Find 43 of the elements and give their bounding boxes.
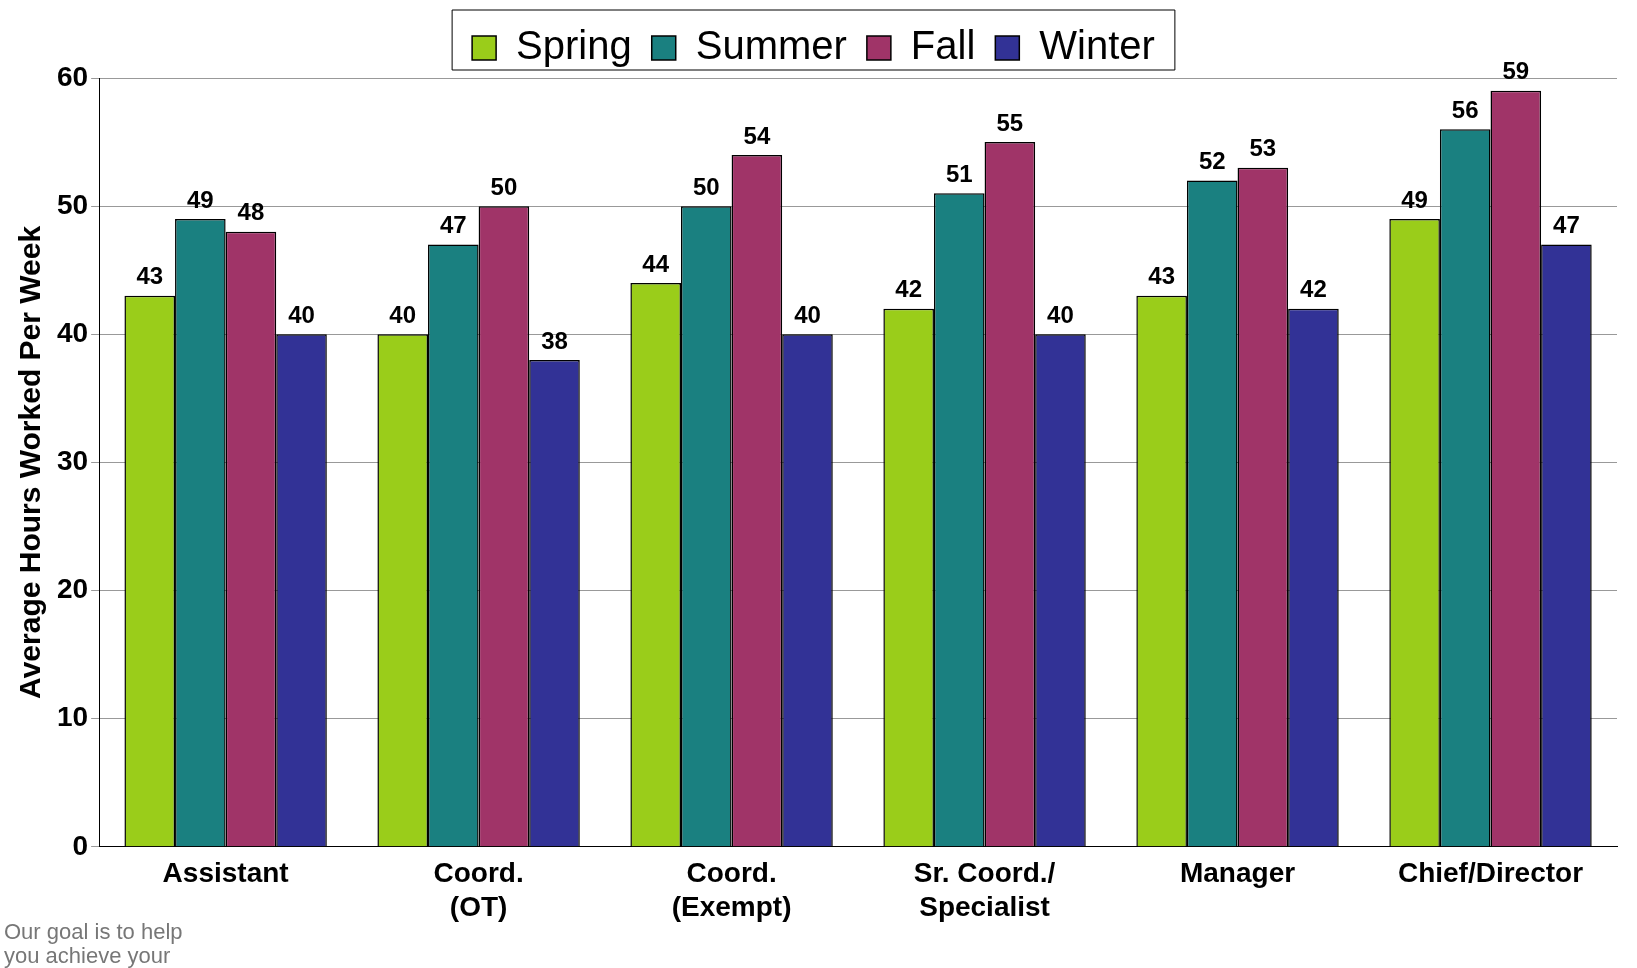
- y-tick-label: 20: [56, 573, 89, 605]
- data-label: 51: [945, 159, 973, 187]
- y-tick-label: 40: [56, 316, 89, 348]
- data-label: 52: [1198, 147, 1226, 175]
- y-axis-title: Average Hours Worked Per Week: [13, 225, 47, 699]
- text: Our goal is to help you achieve your: [4, 919, 184, 968]
- data-label: 40: [389, 300, 417, 328]
- x-tick-label: Coord. (Exempt): [671, 857, 792, 922]
- x-tick-label: Manager: [1179, 857, 1296, 889]
- data-label: 47: [439, 211, 467, 239]
- data-label: 42: [895, 275, 923, 303]
- legend-label: Fall: [910, 23, 976, 68]
- y-tick-label: 0: [72, 829, 89, 861]
- legend-label: Winter: [1039, 23, 1155, 68]
- data-label: 49: [186, 185, 214, 213]
- data-label: 40: [794, 300, 821, 328]
- data-label: 48: [237, 198, 265, 226]
- data-label: 43: [1148, 262, 1175, 290]
- x-tick-label: Chief/Director: [1397, 857, 1584, 889]
- data-label: 53: [1249, 134, 1277, 162]
- x-tick-label: Coord. (OT): [433, 857, 524, 922]
- x-tick-label: Assistant: [162, 857, 289, 889]
- data-label: 55: [996, 108, 1024, 136]
- y-tick-label: 10: [56, 701, 89, 733]
- data-label: 38: [541, 326, 568, 354]
- data-label: 50: [692, 172, 720, 200]
- data-label: 47: [1553, 211, 1580, 239]
- data-label: 42: [1300, 275, 1327, 303]
- data-label: 44: [642, 249, 670, 277]
- data-label: 40: [1047, 300, 1074, 328]
- data-label: 54: [743, 121, 771, 149]
- y-tick-label: 60: [56, 60, 89, 92]
- y-tick-label: 30: [56, 445, 89, 477]
- legend-label: Summer: [695, 23, 847, 68]
- data-label: 59: [1502, 57, 1530, 85]
- data-label: 56: [1451, 95, 1479, 123]
- data-label: 43: [136, 262, 164, 290]
- legend-label: Spring: [516, 23, 632, 68]
- x-tick-label: Sr. Coord./ Specialist: [913, 857, 1056, 922]
- data-label: 49: [1401, 185, 1428, 213]
- data-label: 40: [288, 300, 315, 328]
- y-tick-label: 50: [56, 188, 89, 220]
- data-label: 50: [490, 172, 518, 200]
